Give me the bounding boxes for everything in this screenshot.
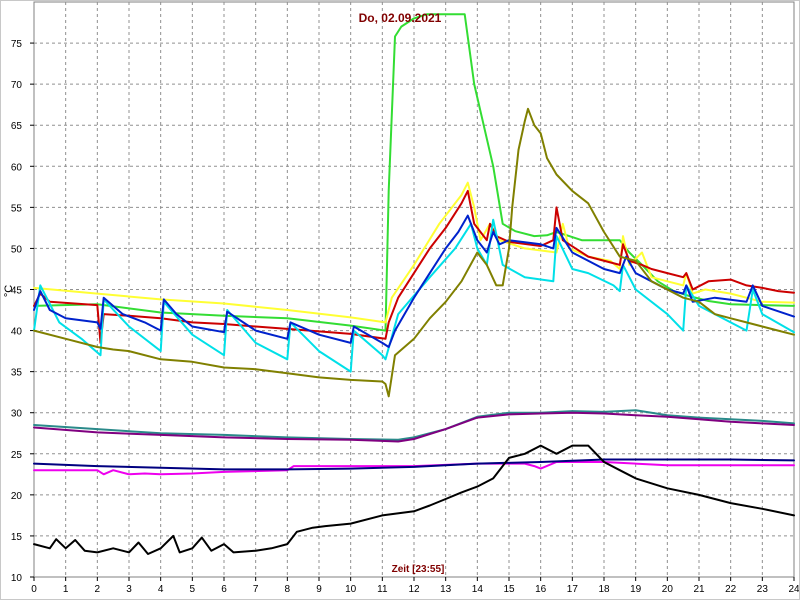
y-tick-label: 65	[11, 121, 23, 132]
x-axis-label: Zeit [23:55]	[392, 564, 445, 575]
series-layer	[33, 13, 795, 555]
x-tick-label: 16	[535, 584, 547, 595]
y-axis-label: °C	[3, 285, 15, 297]
y-tick-label: 60	[11, 162, 23, 173]
x-tick-label: 9	[316, 584, 322, 595]
y-tick-label: 50	[11, 244, 23, 255]
y-tick-label: 25	[11, 450, 23, 461]
x-tick-label: 22	[725, 584, 737, 595]
series-line-11	[33, 444, 795, 555]
x-tick-label: 21	[693, 584, 705, 595]
x-tick-label: 5	[190, 584, 196, 595]
series-line-6	[33, 107, 795, 398]
series-line-8	[33, 411, 795, 443]
x-tick-label: 23	[757, 584, 769, 595]
series-line-7	[33, 409, 795, 441]
x-tick-label: 14	[472, 584, 484, 595]
y-tick-label: 10	[11, 573, 23, 584]
y-tick-label: 30	[11, 409, 23, 420]
x-tick-label: 7	[253, 584, 259, 595]
axis-layer: 0 1 2 3 4 5 6 7 8 9 10 11 12 13 14 15 16 17 18 19 20 21 22 23 24…	[11, 39, 800, 595]
y-tick-label: 45	[11, 286, 23, 297]
series-line-10	[33, 458, 795, 471]
series-line-2	[33, 181, 795, 324]
y-tick-label: 55	[11, 203, 23, 214]
x-tick-label: 1	[63, 584, 69, 595]
x-tick-label: 0	[31, 584, 37, 595]
x-tick-label: 12	[408, 584, 420, 595]
x-tick-label: 6	[221, 584, 227, 595]
x-tick-label: 2	[95, 584, 101, 595]
x-tick-label: 11	[377, 584, 388, 595]
y-tick-label: 70	[11, 80, 23, 91]
y-tick-label: 35	[11, 368, 23, 379]
x-tick-label: 24	[788, 584, 800, 595]
y-tick-label: 20	[11, 491, 23, 502]
x-tick-label: 3	[126, 584, 132, 595]
chart-title: Do, 02.09.2021	[359, 11, 442, 25]
x-tick-label: 17	[567, 584, 579, 595]
x-tick-label: 18	[598, 584, 610, 595]
series-line-9	[33, 461, 795, 476]
x-tick-label: 20	[662, 584, 674, 595]
x-tick-label: 15	[503, 584, 515, 595]
x-tick-label: 19	[630, 584, 642, 595]
series-line-4	[33, 218, 795, 373]
y-tick-label: 40	[11, 327, 23, 338]
x-tick-label: 8	[285, 584, 291, 595]
x-tick-label: 4	[158, 584, 164, 595]
y-tick-label: 75	[11, 39, 23, 50]
x-tick-label: 10	[345, 584, 357, 595]
y-tick-label: 15	[11, 532, 23, 543]
x-tick-label: 13	[440, 584, 452, 595]
